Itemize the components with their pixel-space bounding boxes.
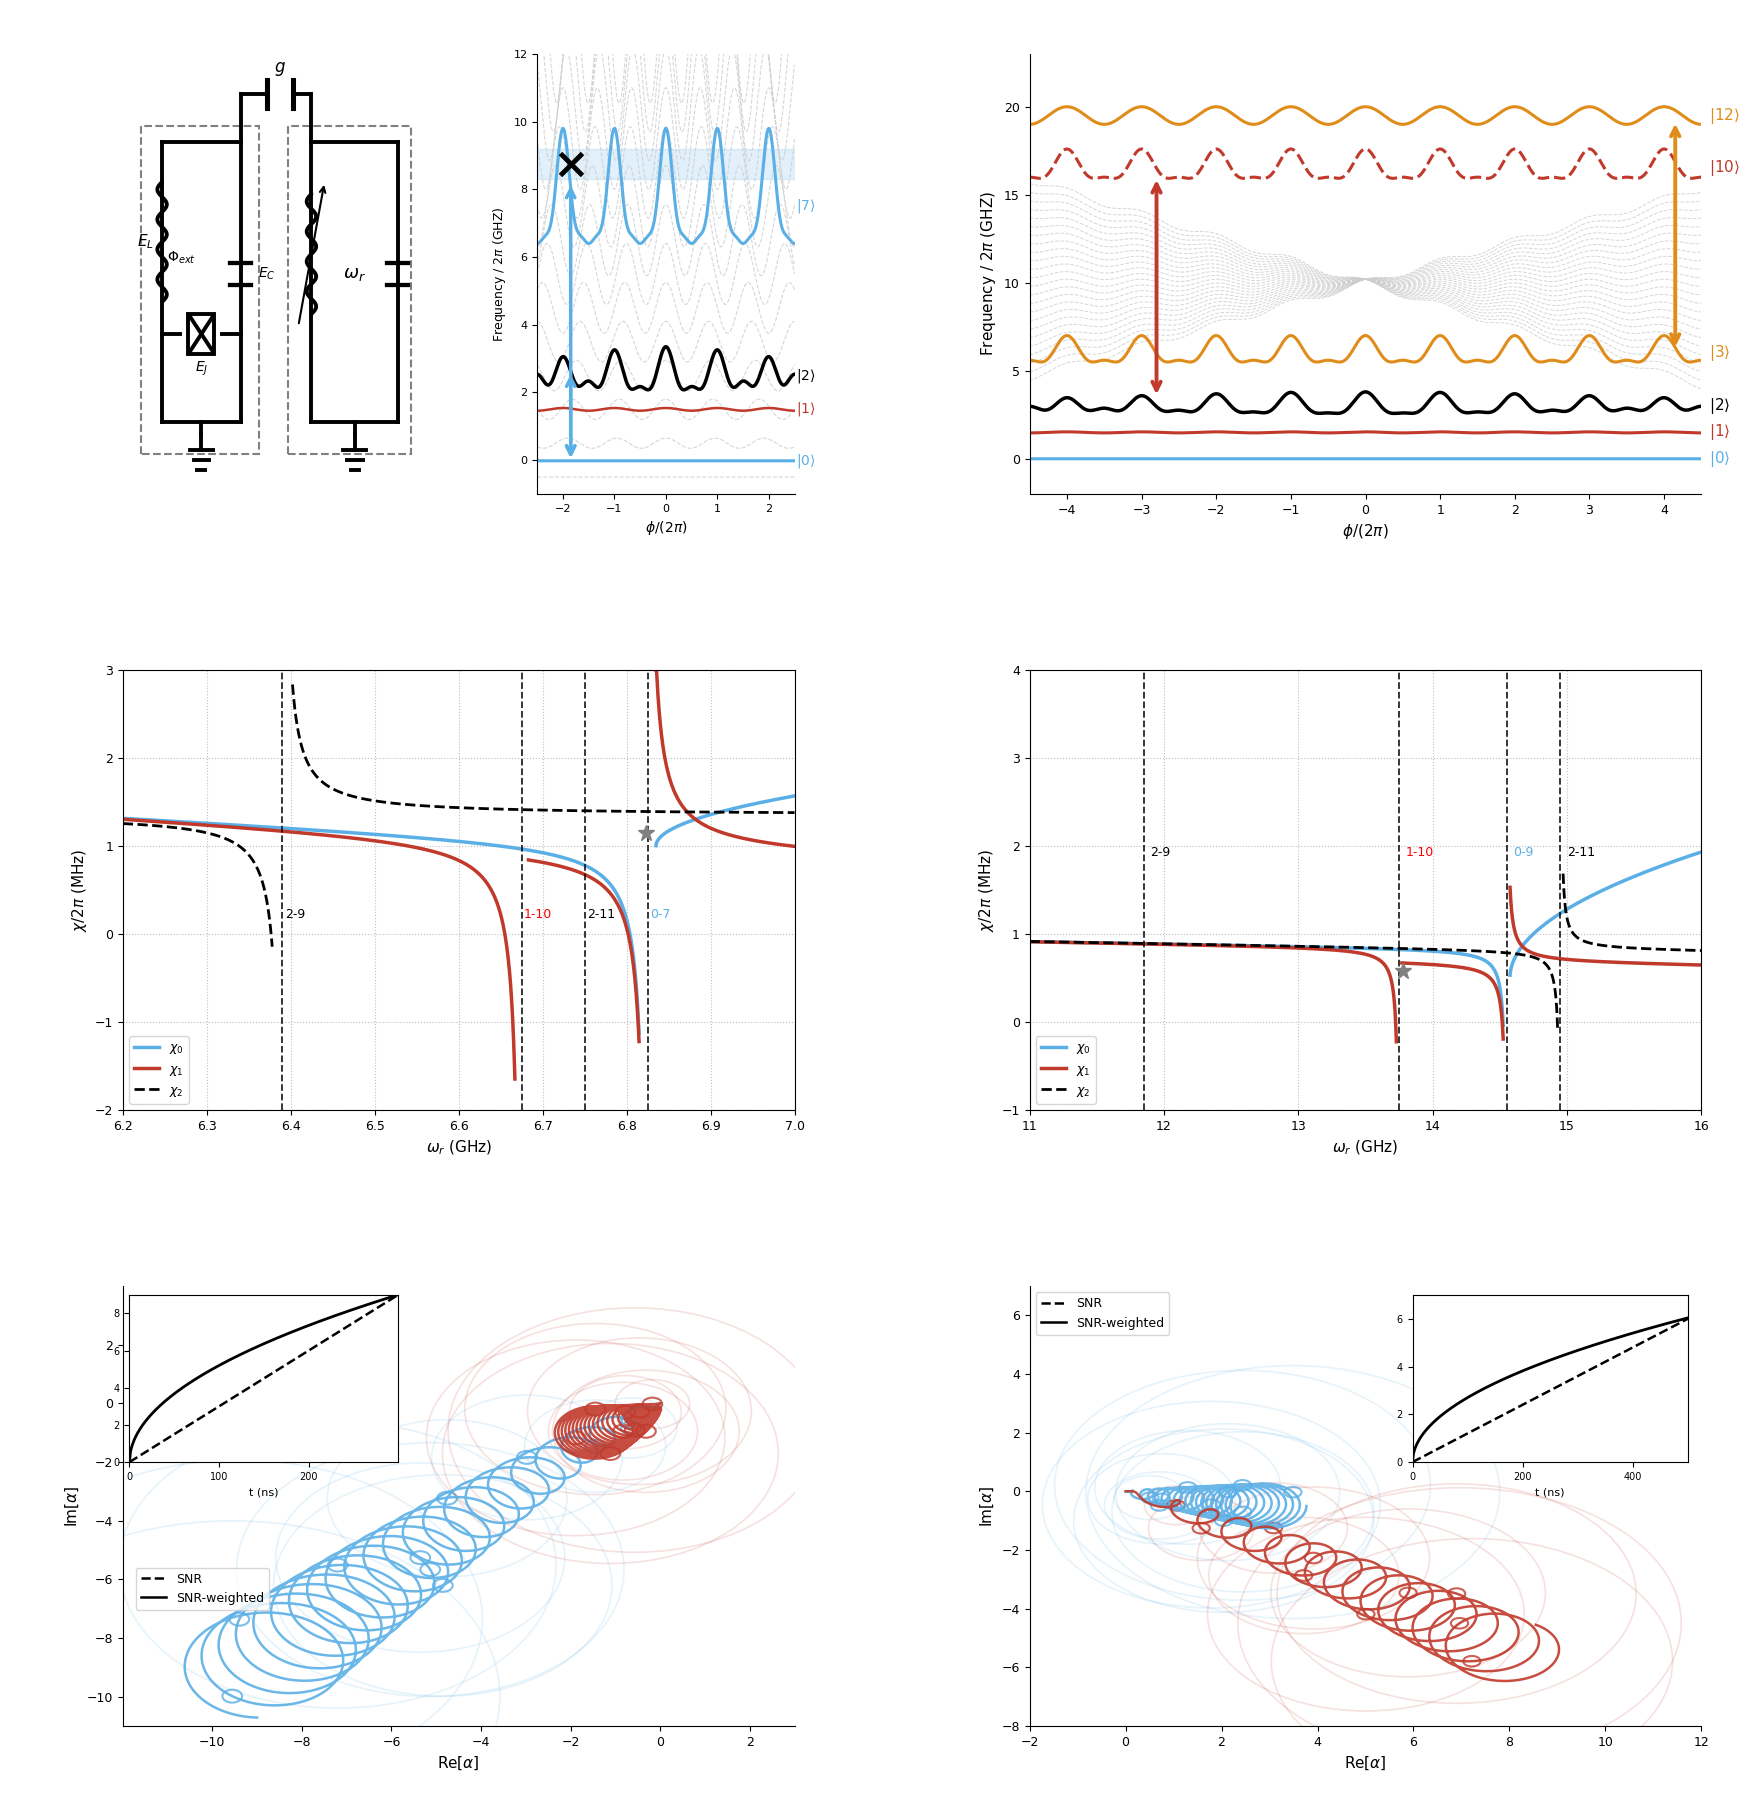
$\chi_2$ [235,840,256,861]
Bar [537,149,795,180]
Line: $\chi_1$: $\chi_1$ [1030,886,1701,1041]
$\chi_1$ [665,782,686,804]
Text: 2-9: 2-9 [284,908,305,921]
$\chi_1$ [549,856,570,877]
X-axis label: $\phi/(2\pi)$: $\phi/(2\pi)$ [1342,521,1389,541]
Text: $\Phi_{ext}$: $\Phi_{ext}$ [167,250,196,266]
$\chi_0$ [112,807,133,829]
$\chi_2$ [665,802,686,823]
Text: $E_J$: $E_J$ [195,360,209,378]
Y-axis label: Im[$\alpha$]: Im[$\alpha$] [63,1485,81,1527]
$\chi_1$ [1456,958,1477,980]
$\chi_0$ [1456,944,1477,966]
Text: $E_L$: $E_L$ [137,232,154,252]
Text: 2-11: 2-11 [1566,847,1594,859]
$\chi_1$ [1142,933,1163,955]
$\chi_1$ [1019,931,1040,953]
Text: 2-11: 2-11 [588,908,616,921]
$\chi_2$ [549,800,570,822]
$\chi_0$ [1142,933,1163,955]
$\chi_2$ [1142,933,1163,955]
$\chi_0$ [1691,841,1712,863]
Text: 0-9: 0-9 [1514,847,1533,859]
$\chi_0$ [1521,926,1542,948]
$\chi_1$ [784,836,805,858]
Y-axis label: Frequency / $2\pi$ (GHZ): Frequency / $2\pi$ (GHZ) [491,207,509,342]
$\chi_0$ [1275,935,1296,957]
Legend: SNR, SNR-weighted: SNR, SNR-weighted [1037,1293,1168,1334]
$\chi_1$ [1422,953,1444,975]
Text: $|7\rangle$: $|7\rangle$ [796,198,816,216]
$\chi_0$ [368,823,389,845]
Line: $\chi_1$: $\chi_1$ [123,671,795,1079]
$\chi_1$ [368,831,389,852]
$\chi_1$ [1521,942,1542,964]
$\chi_2$ [1691,940,1712,962]
X-axis label: $\phi/(2\pi)$: $\phi/(2\pi)$ [644,520,688,538]
$\chi_2$ [1275,935,1296,957]
$\chi_2$ [614,800,635,822]
Line: $\chi_2$: $\chi_2$ [1030,874,1701,1028]
$\chi_2$ [1521,946,1542,967]
$\chi_2$ [1572,930,1593,951]
$\chi_2$ [1422,939,1444,960]
$\chi_2$ [368,791,389,813]
Text: $g$: $g$ [274,59,286,77]
Text: $|10\rangle$: $|10\rangle$ [1708,158,1740,178]
Text: 1-10: 1-10 [1405,847,1435,859]
$\chi_2$ [516,798,537,820]
Text: 2-9: 2-9 [1151,847,1172,859]
$\chi_1$ [1572,949,1593,971]
$\chi_1$ [1275,937,1296,958]
Y-axis label: $\chi/2\pi$ (MHz): $\chi/2\pi$ (MHz) [70,849,89,931]
Y-axis label: Im[$\alpha$]: Im[$\alpha$] [979,1485,996,1527]
$\chi_1$ [1691,955,1712,976]
$\chi_1$ [112,809,133,831]
$\chi_2$ [1456,940,1477,962]
$\chi_2$ [784,802,805,823]
$\chi_0$ [516,840,537,861]
$\chi_0$ [784,786,805,807]
Text: $|1\rangle$: $|1\rangle$ [796,401,816,419]
X-axis label: $\omega_r$ (GHz): $\omega_r$ (GHz) [1333,1138,1398,1156]
X-axis label: $\omega_r$ (GHz): $\omega_r$ (GHz) [426,1138,491,1156]
Text: 0-7: 0-7 [651,908,670,921]
Text: 1-10: 1-10 [524,908,553,921]
Text: $|12\rangle$: $|12\rangle$ [1708,106,1740,126]
$\chi_1$ [614,908,635,930]
Text: $\omega_r$: $\omega_r$ [344,264,367,282]
$\chi_0$ [1019,931,1040,953]
Text: $|3\rangle$: $|3\rangle$ [1708,343,1729,363]
Line: $\chi_0$: $\chi_0$ [123,797,795,1032]
Line: $\chi_0$: $\chi_0$ [1030,852,1701,1025]
X-axis label: Re[$\alpha$]: Re[$\alpha$] [437,1755,481,1771]
X-axis label: Re[$\alpha$]: Re[$\alpha$] [1344,1755,1387,1771]
$\chi_0$ [614,899,635,921]
Legend: SNR, SNR-weighted: SNR, SNR-weighted [135,1568,268,1609]
$\chi_2$ [112,813,133,834]
$\chi_2$ [1019,931,1040,953]
Text: $|0\rangle$: $|0\rangle$ [1708,450,1729,469]
Y-axis label: Frequency / $2\pi$ (GHZ): Frequency / $2\pi$ (GHZ) [979,191,998,356]
Text: $|2\rangle$: $|2\rangle$ [796,367,816,385]
Text: $E_C$: $E_C$ [258,266,275,282]
Line: $\chi_2$: $\chi_2$ [123,685,795,948]
$\chi_0$ [665,816,686,838]
$\chi_0$ [1422,940,1444,962]
Text: $|2\rangle$: $|2\rangle$ [1708,396,1729,415]
Legend: $\chi_0$, $\chi_1$, $\chi_2$: $\chi_0$, $\chi_1$, $\chi_2$ [130,1036,189,1104]
Y-axis label: $\chi/2\pi$ (MHz): $\chi/2\pi$ (MHz) [977,849,996,931]
$\chi_0$ [549,845,570,867]
Text: $|1\rangle$: $|1\rangle$ [1708,423,1729,442]
Legend: $\chi_0$, $\chi_1$, $\chi_2$: $\chi_0$, $\chi_1$, $\chi_2$ [1037,1036,1096,1104]
$\chi_0$ [1572,890,1593,912]
$\chi_0$ [235,814,256,836]
Text: $|0\rangle$: $|0\rangle$ [796,451,816,469]
$\chi_1$ [235,818,256,840]
